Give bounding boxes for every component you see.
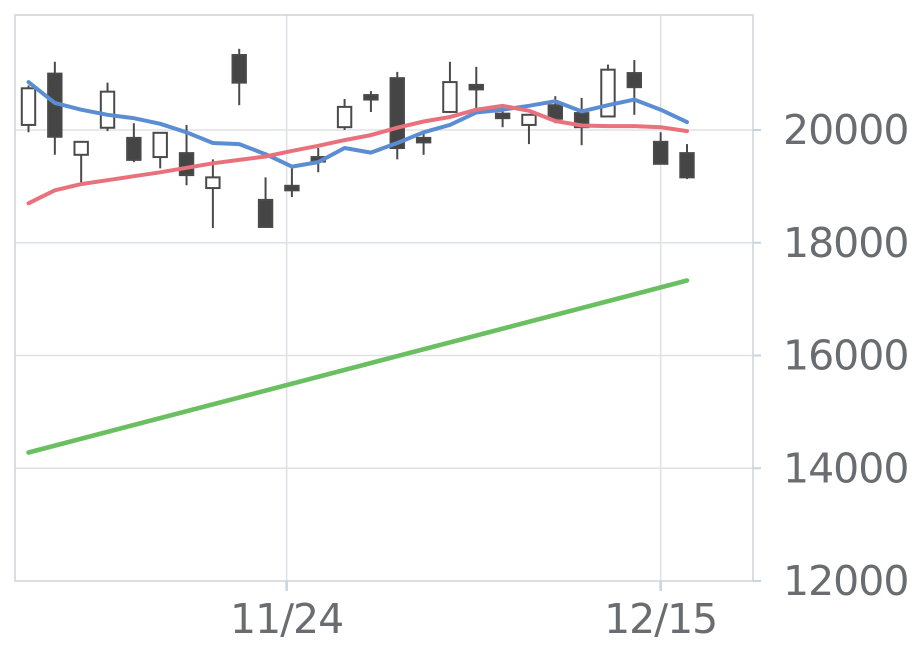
x-axis-label: 12/15 xyxy=(604,595,717,643)
y-axis-label: 20000 xyxy=(783,106,908,154)
candle-body-down xyxy=(363,94,379,101)
y-axis-label: 12000 xyxy=(783,557,908,605)
y-axis-label: 14000 xyxy=(783,444,908,492)
x-axis-label: 11/24 xyxy=(230,595,343,643)
candle-body-down xyxy=(257,198,274,228)
candle-body-up xyxy=(521,113,537,126)
candle-body-down xyxy=(679,152,695,179)
candle-body-down xyxy=(652,140,669,165)
candle-body-down xyxy=(547,104,563,120)
candle-body-up xyxy=(152,131,168,159)
trend-line xyxy=(26,278,690,455)
y-axis-label: 16000 xyxy=(783,332,908,380)
candle-body-up xyxy=(336,105,353,129)
candle-body-down xyxy=(126,136,142,161)
candle-body-up xyxy=(442,81,458,113)
ma-line-long xyxy=(26,103,689,206)
candle-body-up xyxy=(73,140,89,156)
candle-body-down xyxy=(468,83,484,91)
ma-line-short xyxy=(26,80,689,169)
plot-frame xyxy=(14,14,754,582)
candle-body-down xyxy=(231,54,247,84)
y-axis-label: 18000 xyxy=(783,219,908,267)
candle-body-up xyxy=(205,176,221,190)
candle-body-down xyxy=(626,72,643,89)
candle-body-down xyxy=(178,152,195,177)
candle-body-down xyxy=(284,184,300,192)
candle-body-down xyxy=(494,112,511,120)
candle-body-down xyxy=(415,136,432,144)
candle-body-up xyxy=(600,68,616,118)
candle-body-up xyxy=(20,87,37,126)
candle-body-up xyxy=(99,90,116,129)
candle-body-down xyxy=(389,77,405,150)
